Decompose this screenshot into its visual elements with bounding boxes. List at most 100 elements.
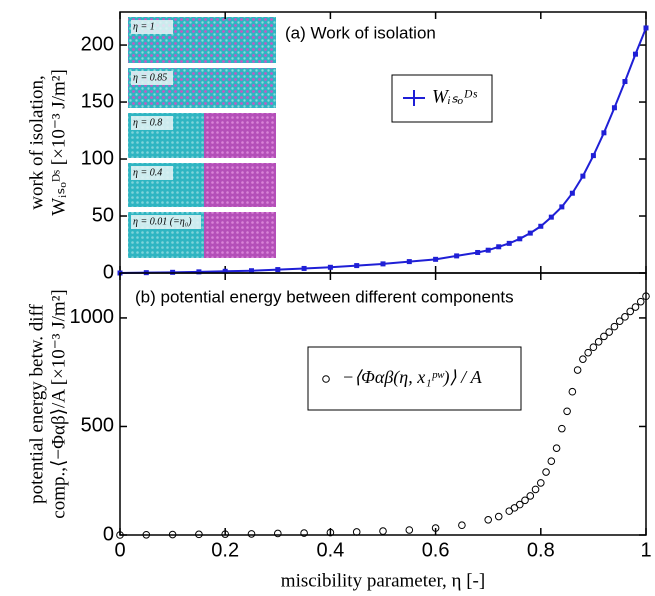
- point: [380, 261, 386, 267]
- point: [521, 496, 529, 505]
- y-axis-label: potential energy betw. diff: [26, 304, 47, 504]
- point: [568, 387, 577, 396]
- point: [116, 531, 124, 539]
- inset-label: η = 0.8: [133, 117, 162, 128]
- point: [352, 528, 361, 536]
- point: [563, 407, 571, 416]
- point: [475, 249, 481, 255]
- inset-label: η = 1: [133, 21, 155, 32]
- inset-label-bg: [131, 166, 173, 180]
- y-tick-label: 100: [81, 147, 114, 169]
- plot-frame: [119, 272, 647, 536]
- inset-label-bg: [131, 116, 173, 130]
- point: [642, 292, 650, 301]
- inset-right: [204, 212, 276, 258]
- point: [326, 528, 335, 537]
- point: [594, 338, 603, 346]
- panel-title: (a) Work of isolation: [285, 23, 436, 42]
- inset-label: η = 0.01 (=η₀): [133, 216, 192, 227]
- x-tick-label: 0.2: [211, 539, 239, 561]
- inset-right: [204, 163, 276, 207]
- point: [589, 343, 598, 352]
- point: [510, 504, 519, 512]
- point: [275, 267, 281, 273]
- inset-label-bg: [131, 20, 173, 34]
- x-tick-label: 0.8: [527, 539, 555, 561]
- point: [590, 153, 596, 159]
- point: [379, 527, 387, 535]
- point: [505, 507, 514, 515]
- point: [622, 79, 628, 85]
- point: [517, 236, 523, 242]
- panel-title: (b) potential energy between different c…: [135, 287, 514, 306]
- point: [552, 444, 561, 452]
- point: [196, 269, 202, 275]
- inset-label-bg: [131, 71, 173, 85]
- point: [611, 105, 617, 111]
- point: [142, 530, 151, 539]
- point: [496, 244, 502, 250]
- y-tick-label: 1000: [70, 306, 115, 328]
- x-tick-label: 1: [640, 539, 651, 561]
- point: [327, 264, 333, 270]
- point: [632, 51, 638, 57]
- point: [433, 256, 439, 262]
- legend-label: −⟨Φαβ(η, x₁ᵖʷ)⟩ / A: [342, 367, 483, 388]
- y-axis-label: comp.,⟨−Φαβ⟩/A [×10⁻³ J/m²]: [48, 289, 69, 518]
- inset-label-bg: [131, 215, 201, 229]
- point: [458, 521, 466, 530]
- point: [558, 424, 566, 433]
- point: [579, 355, 587, 363]
- point: [301, 265, 307, 271]
- x-tick-label: 0.4: [316, 539, 344, 561]
- point: [610, 322, 619, 331]
- point: [494, 512, 503, 521]
- point: [515, 500, 524, 509]
- y-tick-label: 0: [103, 523, 114, 545]
- point: [621, 313, 629, 321]
- point: [542, 468, 550, 476]
- point: [538, 223, 544, 229]
- y-tick-label: 150: [81, 90, 114, 112]
- point: [527, 230, 533, 236]
- point: [631, 303, 640, 311]
- point: [601, 130, 607, 136]
- point: [168, 530, 177, 539]
- point: [600, 332, 608, 341]
- legend-label: Wᵢₛₒᴰˢ: [432, 86, 477, 107]
- point: [222, 268, 228, 274]
- x-tick-label: 0: [114, 539, 125, 561]
- point: [195, 530, 203, 539]
- point: [547, 457, 556, 465]
- point: [531, 485, 540, 494]
- point: [636, 297, 645, 306]
- legend-box: [307, 346, 522, 411]
- y-tick-label: 50: [92, 204, 114, 226]
- point: [354, 263, 360, 269]
- point: [274, 529, 282, 538]
- y-tick-label: 0: [103, 261, 114, 283]
- point: [580, 173, 586, 179]
- y-tick-label: 500: [81, 415, 114, 437]
- inset-right: [204, 68, 276, 108]
- inset-right: [204, 17, 276, 63]
- point: [605, 328, 613, 336]
- point: [559, 204, 565, 210]
- x-tick-label: 0.6: [422, 539, 450, 561]
- point: [454, 253, 460, 259]
- point: [221, 530, 229, 538]
- point: [569, 190, 575, 196]
- point: [405, 526, 414, 534]
- y-axis-label: Wᵢₛₒᴰˢ [×10⁻³ J/m²]: [48, 69, 69, 216]
- point: [548, 214, 554, 220]
- point: [406, 259, 412, 265]
- y-tick-label: 200: [81, 33, 114, 55]
- point: [584, 348, 592, 357]
- point: [300, 529, 308, 537]
- y-axis-label: work of isolation,: [26, 75, 47, 210]
- legend-symbol: [322, 375, 330, 383]
- point: [537, 479, 545, 487]
- inset-right: [204, 113, 276, 158]
